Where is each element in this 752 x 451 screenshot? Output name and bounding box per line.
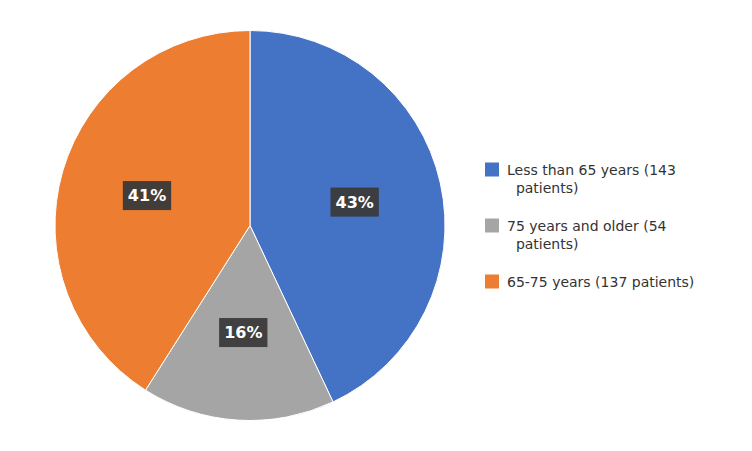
pie: 43% 16% 41%	[55, 31, 445, 421]
data-label-box	[219, 318, 267, 347]
legend-label-line: Less than 65 years (143	[507, 162, 676, 178]
data-label: 43%	[336, 193, 374, 212]
legend-item: 75 years and older (54 patients)	[485, 218, 667, 252]
data-labels: 43% 16% 41%	[123, 181, 379, 347]
legend-label: 65-75 years (137 patients)	[507, 274, 694, 290]
chart-svg: 43% 16% 41% Less than 65 years (143 patient…	[0, 0, 752, 451]
legend-label: Less than 65 years (143 patients)	[507, 162, 676, 196]
legend-label-line: 65-75 years (137 patients)	[507, 274, 694, 290]
legend-item: 65-75 years (137 patients)	[485, 274, 694, 290]
data-label-box	[331, 188, 379, 217]
legend-label-line: patients)	[507, 236, 578, 252]
data-label: 16%	[224, 323, 262, 342]
legend-label: 75 years and older (54 patients)	[507, 218, 667, 252]
legend-swatch	[485, 163, 499, 177]
data-label-box	[123, 181, 171, 210]
data-label-group: 41%	[123, 181, 171, 210]
legend-label-line: 75 years and older (54	[507, 218, 667, 234]
data-label: 41%	[128, 186, 166, 205]
legend-swatch	[485, 219, 499, 233]
legend: Less than 65 years (143 patients)75 year…	[485, 162, 694, 290]
legend-label-line: patients)	[507, 180, 578, 196]
data-label-group: 43%	[331, 188, 379, 217]
data-label-group: 16%	[219, 318, 267, 347]
legend-item: Less than 65 years (143 patients)	[485, 162, 676, 196]
legend-swatch	[485, 275, 499, 289]
